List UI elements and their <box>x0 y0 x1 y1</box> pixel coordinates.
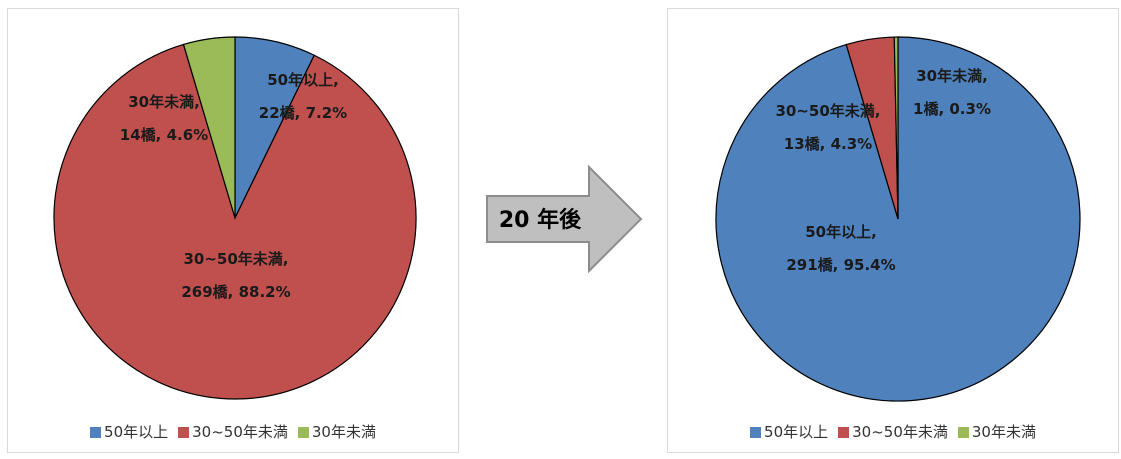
pie-slice-30-50 <box>53 43 417 400</box>
legend-before: 50年以上 30~50年未満 30年未満 <box>8 421 458 442</box>
legend-swatch <box>750 427 762 438</box>
legend-swatch <box>90 427 102 438</box>
data-label-30-50: 30~50年未満, 269橋, 88.2% <box>181 250 290 301</box>
data-label-50-plus: 50年以上, 291橋, 95.4% <box>786 223 895 274</box>
legend-after: 50年以上 30~50年未満 30年未満 <box>668 421 1118 442</box>
arrow-20-years-later: 20 年後 <box>486 165 643 273</box>
pie-chart-after: 50年以上, 291橋, 95.4% 30~50年未満, 13橋, 4.3% 30年未満… <box>715 36 1081 402</box>
chart-after-panel: 50年以上, 291橋, 95.4% 30~50年未満, 13橋, 4.3% 30年未満… <box>667 8 1119 453</box>
data-label-50-plus: 50年以上, 22橋, 7.2% <box>259 71 347 122</box>
legend-swatch <box>838 427 850 438</box>
pie-slice-under-30 <box>182 36 236 219</box>
legend-item-30-50: 30~50年未満 <box>178 421 288 442</box>
legend-item-50-plus: 50年以上 <box>90 421 168 442</box>
data-label-under-30: 30年未満, 1橋, 0.3% <box>913 67 991 118</box>
legend-label: 50年以上 <box>104 423 169 441</box>
arrow-label: 20 年後 <box>499 207 582 233</box>
legend-item-under-30: 30年未満 <box>957 421 1036 442</box>
legend-item-30-50: 30~50年未満 <box>838 421 948 442</box>
pie-slice-under-30 <box>893 36 899 220</box>
legend-swatch <box>957 427 969 438</box>
legend-item-50-plus: 50年以上 <box>750 421 828 442</box>
legend-label: 50年以上 <box>764 423 829 441</box>
arrow-shape <box>486 165 643 273</box>
legend-swatch <box>297 427 309 438</box>
legend-item-under-30: 30年未満 <box>297 421 376 442</box>
legend-label: 30~50年未満 <box>852 423 948 441</box>
legend-label: 30年未満 <box>311 423 376 441</box>
data-label-30-50: 30~50年未満, 13橋, 4.3% <box>775 102 880 153</box>
legend-swatch <box>178 427 190 438</box>
legend-label: 30~50年未満 <box>192 423 288 441</box>
pie-chart-before: 50年以上, 22橋, 7.2% 30~50年未満, 269橋, 88.2% 30年未満… <box>53 36 417 400</box>
chart-before-panel: 50年以上, 22橋, 7.2% 30~50年未満, 269橋, 88.2% 30年未満… <box>7 8 459 453</box>
data-label-under-30: 30年未満, 14橋, 4.6% <box>120 93 208 144</box>
legend-label: 30年未満 <box>971 423 1036 441</box>
